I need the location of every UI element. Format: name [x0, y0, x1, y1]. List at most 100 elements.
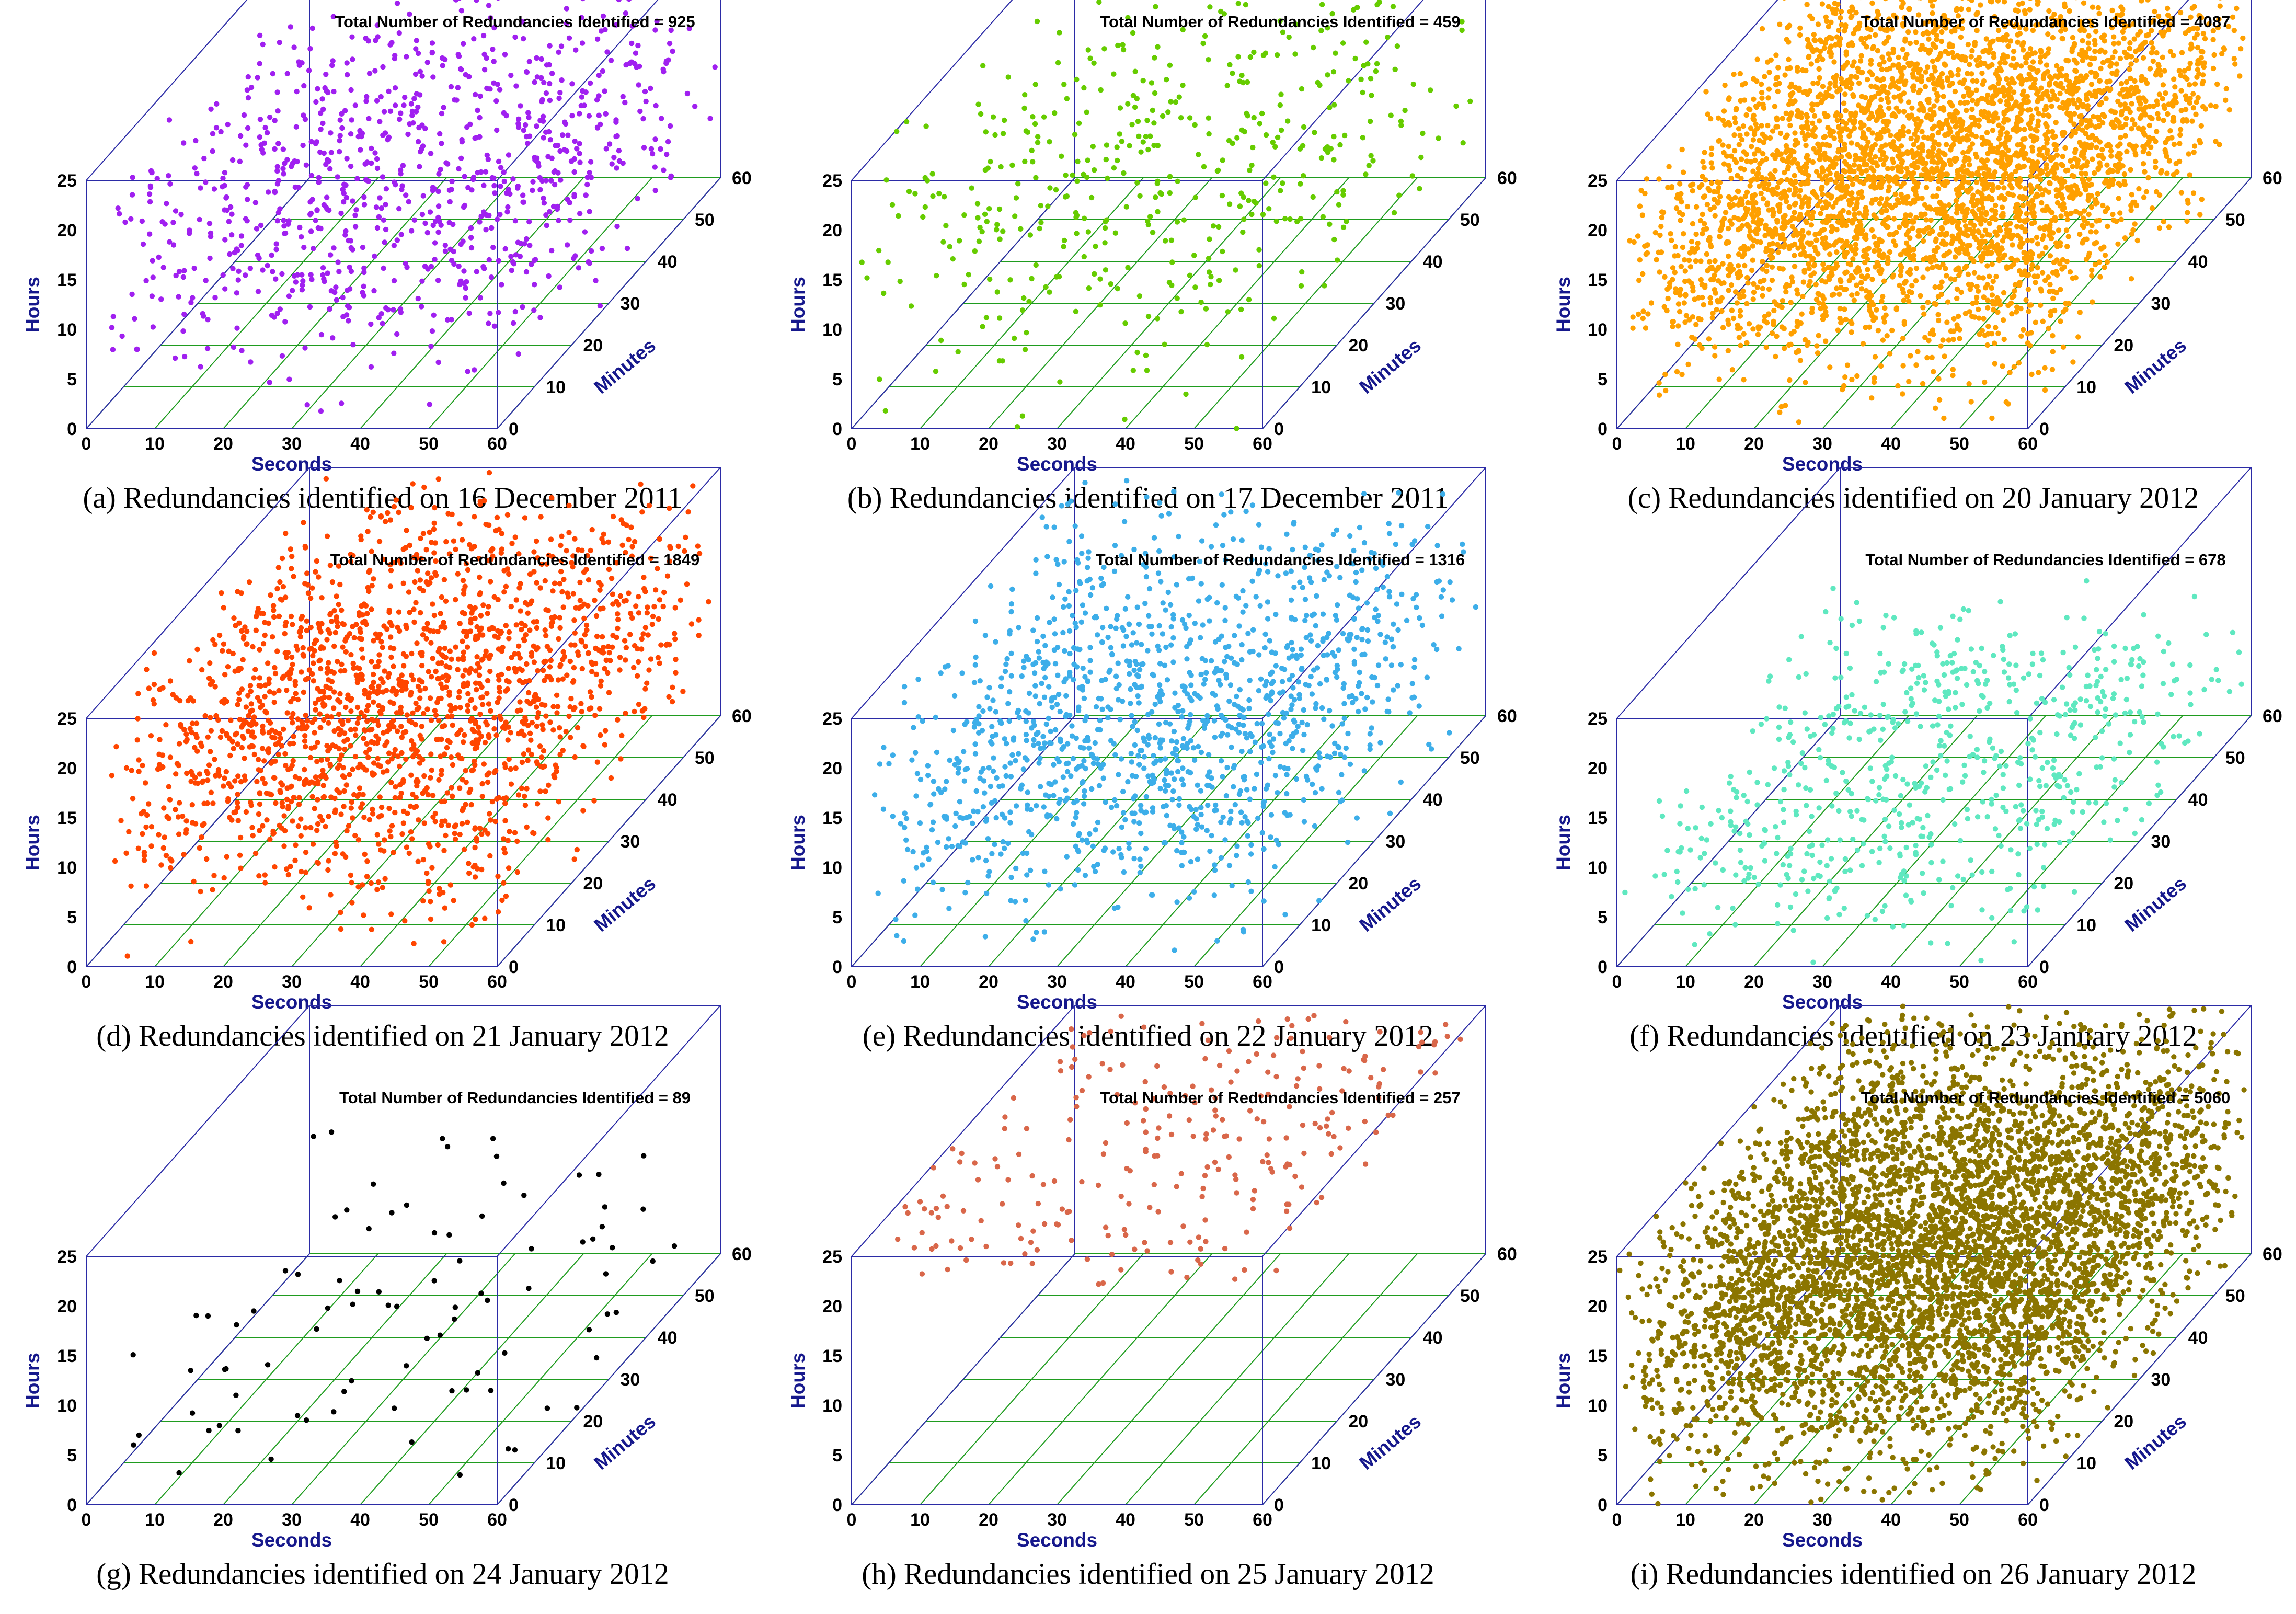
data-point — [1957, 327, 1962, 333]
data-point — [569, 81, 575, 87]
data-point — [2042, 365, 2048, 371]
data-point — [1708, 116, 1714, 122]
data-point — [1390, 4, 1396, 9]
data-point — [1835, 149, 1841, 155]
data-point — [2050, 35, 2056, 41]
data-point — [289, 164, 294, 169]
data-point — [1892, 191, 1898, 197]
data-point — [2021, 327, 2026, 333]
data-point — [1417, 186, 1422, 192]
data-point — [2088, 193, 2094, 199]
data-point — [2077, 211, 2083, 216]
data-point — [2146, 151, 2152, 157]
data-point — [1916, 144, 1922, 151]
data-point — [1751, 112, 1757, 118]
data-point — [1657, 392, 1662, 398]
data-point — [1966, 156, 1972, 163]
data-point — [1893, 230, 1899, 235]
data-point — [1848, 246, 1854, 251]
data-point — [1913, 192, 1919, 198]
data-point — [1994, 149, 2000, 155]
y-tick-label: 20 — [1348, 336, 1368, 356]
data-point — [1792, 227, 1798, 233]
data-point — [1858, 286, 1865, 292]
data-point — [224, 207, 230, 213]
data-point — [267, 115, 273, 120]
data-point — [1809, 310, 1815, 315]
data-point — [1763, 156, 1770, 162]
data-point — [1831, 135, 1837, 141]
data-point — [510, 176, 516, 182]
data-point — [176, 294, 181, 300]
data-point — [712, 64, 718, 70]
data-point — [1687, 264, 1693, 270]
data-point — [557, 284, 563, 290]
data-point — [1678, 264, 1684, 269]
data-point — [1224, 83, 1230, 88]
data-point — [328, 288, 334, 294]
data-point — [2127, 45, 2132, 51]
data-point — [1215, 224, 1222, 230]
data-point — [1235, 1, 1241, 6]
data-point — [1821, 45, 1828, 51]
data-point — [487, 86, 493, 92]
data-point — [1926, 50, 1932, 56]
data-point — [2102, 265, 2107, 270]
data-point — [1325, 72, 1330, 78]
data-point — [477, 219, 483, 225]
data-point — [1742, 193, 1748, 199]
data-point — [1789, 274, 1795, 280]
data-point — [1130, 368, 1136, 373]
data-point — [2117, 91, 2123, 97]
data-point — [194, 170, 200, 177]
data-point — [881, 290, 887, 296]
data-point — [1097, 276, 1103, 282]
data-point — [1800, 293, 1806, 300]
data-point — [2057, 243, 2063, 249]
data-point — [1808, 222, 1815, 228]
data-point — [1937, 75, 1943, 81]
data-point — [254, 226, 260, 232]
data-point — [1774, 115, 1780, 121]
data-point — [537, 315, 543, 320]
data-point — [1992, 202, 1999, 209]
data-point — [2011, 89, 2017, 95]
data-point — [1096, 0, 1102, 5]
data-point — [486, 257, 492, 263]
data-point — [2005, 191, 2011, 197]
data-point — [1782, 242, 1788, 247]
data-point — [361, 269, 367, 276]
data-point — [2165, 136, 2171, 142]
data-point — [994, 222, 1000, 227]
data-point — [2038, 54, 2044, 60]
data-point — [1682, 278, 1688, 284]
data-point — [2014, 224, 2020, 230]
data-point — [2083, 171, 2088, 177]
data-point — [1091, 60, 1097, 66]
data-point — [2128, 167, 2133, 173]
data-point — [1874, 76, 1880, 82]
data-point — [1715, 297, 1720, 304]
data-point — [245, 125, 251, 131]
data-point — [172, 355, 178, 361]
data-point — [1680, 212, 1685, 218]
z-tick-label: 20 — [822, 221, 842, 241]
data-point — [2186, 151, 2191, 157]
data-point — [396, 205, 402, 212]
data-point — [2149, 50, 2154, 56]
data-point — [1200, 40, 1206, 47]
data-point — [1826, 86, 1832, 91]
data-point — [274, 89, 280, 95]
data-point — [1679, 146, 1685, 153]
box-edge — [1262, 0, 1424, 181]
data-point — [1125, 101, 1131, 107]
y-tick-label: 40 — [658, 252, 678, 272]
data-point — [602, 27, 608, 32]
data-point — [611, 155, 617, 161]
data-point — [920, 214, 926, 220]
data-point — [1648, 300, 1655, 306]
data-point — [1334, 189, 1340, 195]
data-point — [1931, 110, 1937, 116]
data-point — [1847, 41, 1853, 47]
data-point — [1681, 231, 1686, 237]
